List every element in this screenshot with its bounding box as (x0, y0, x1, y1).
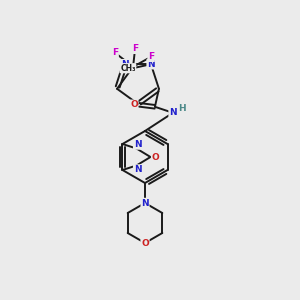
Text: O: O (141, 238, 149, 247)
Text: H: H (178, 104, 186, 113)
Text: O: O (152, 152, 159, 161)
Text: N: N (147, 60, 155, 69)
Text: N: N (141, 199, 149, 208)
Text: F: F (148, 52, 154, 61)
Text: F: F (132, 44, 138, 53)
Text: O: O (130, 100, 138, 109)
Text: N: N (134, 140, 141, 149)
Text: CH₃: CH₃ (120, 64, 136, 73)
Text: N: N (169, 108, 177, 117)
Text: N: N (121, 60, 129, 69)
Text: F: F (112, 48, 118, 57)
Text: N: N (134, 165, 141, 174)
